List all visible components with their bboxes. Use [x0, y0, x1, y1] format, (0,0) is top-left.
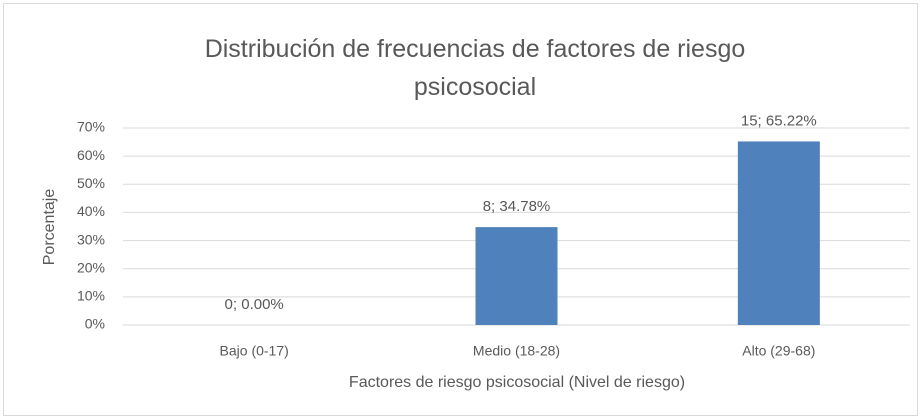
y-tick-label: 30% [77, 231, 105, 247]
y-tick-label: 20% [77, 259, 105, 275]
x-tick-label: Alto (29-68) [742, 343, 815, 359]
bar [737, 141, 820, 325]
y-tick-label: 0% [85, 316, 105, 332]
data-label: 0; 0.00% [225, 296, 284, 313]
x-tick-label: Bajo (0-17) [220, 343, 289, 359]
x-axis-label: Factores de riesgo psicosocial (Nivel de… [349, 374, 685, 391]
data-label: 8; 34.78% [483, 198, 551, 215]
data-label: 15; 65.22% [741, 112, 817, 129]
bar [475, 227, 558, 325]
y-tick-label: 40% [77, 203, 105, 219]
y-tick-label: 10% [77, 288, 105, 304]
y-tick-label: 60% [77, 147, 105, 163]
y-axis-label: Porcentaje [41, 189, 58, 266]
chart-border [3, 3, 918, 416]
chart-title: Distribución de frecuencias de factores … [204, 35, 746, 101]
x-tick-label: Medio (18-28) [473, 343, 560, 359]
y-tick-label: 70% [77, 119, 105, 135]
y-tick-label: 50% [77, 175, 105, 191]
